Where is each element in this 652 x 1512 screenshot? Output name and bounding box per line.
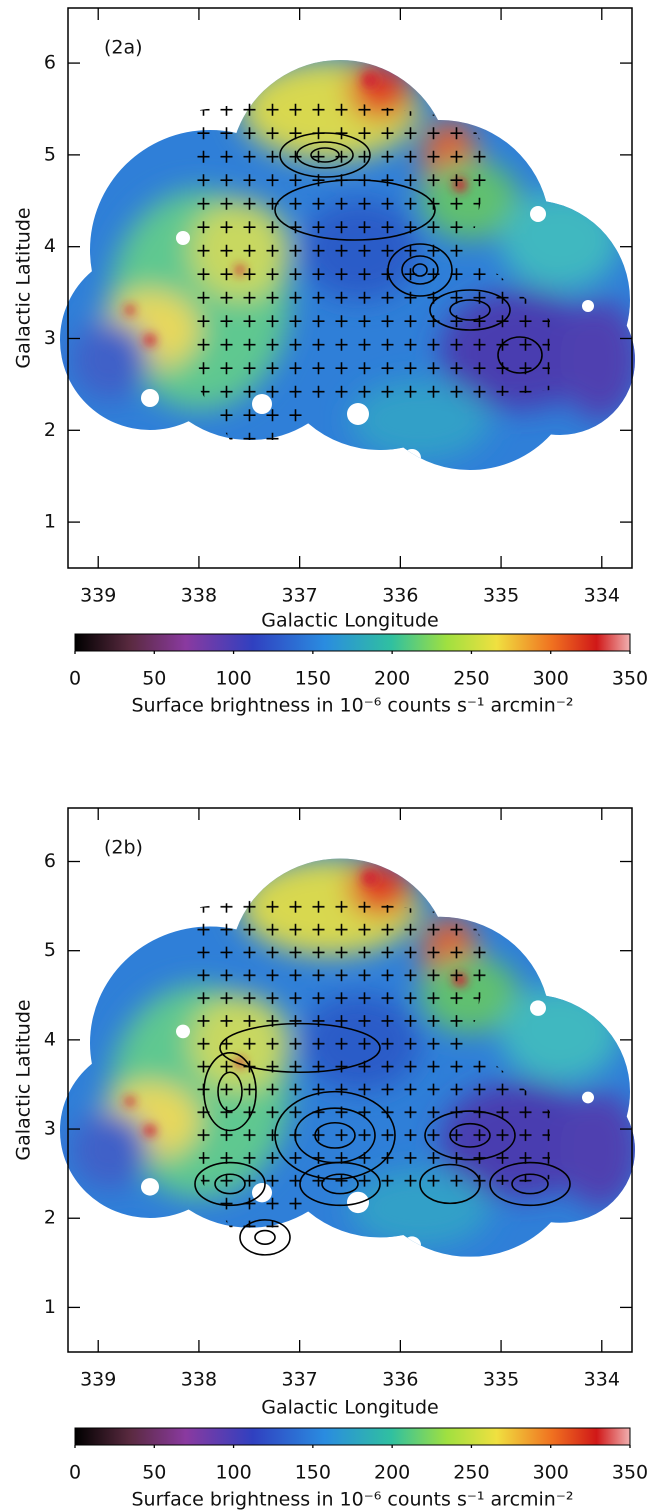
map-image [40,50,640,490]
x-tick-label: 338 [181,585,217,607]
colorbar-tick-label: 200 [374,1462,410,1484]
panel-label: (2a) [104,37,143,59]
contour [296,141,354,169]
y-tick-label: 2 [44,419,56,441]
contour [412,263,428,277]
x-tick-label: 339 [80,585,116,607]
contour [214,1173,246,1195]
x-axis-label: Galactic Longitude [261,1397,438,1419]
x-tick-label: 339 [80,1369,116,1391]
y-tick-label: 4 [44,235,56,257]
colorbar-tick-label: 300 [533,1462,569,1484]
contour [424,1110,516,1161]
y-tick-label: 6 [44,850,56,872]
colorbar-tick-label: 50 [142,1462,166,1484]
x-tick-label: 334 [584,1369,620,1391]
y-tick-label: 5 [44,143,56,165]
sky-map [40,849,640,1276]
colorbar-label: Surface brightness in 10⁻⁶ counts s⁻¹ ar… [131,1489,573,1511]
panel: 339 338 337 336 335 334 1 2 3 4 5 6 (2a) Galactic Lon… [13,7,648,717]
y-tick-label: 3 [44,1118,56,1140]
y-tick-label: 6 [44,52,56,74]
contour [310,147,340,163]
colorbar [74,633,631,652]
y-axis-label: Galactic Latitude [13,999,35,1160]
colorbar-tick-label: 150 [295,1462,331,1484]
colorbar-tick-label: 50 [142,668,166,690]
colorbar [74,1427,631,1446]
contour [449,1122,491,1148]
contour [274,1090,396,1180]
colorbar-tick-label: 200 [374,668,410,690]
colorbar-tick-label: 350 [612,1462,648,1484]
contour [279,132,371,178]
panel: 339 338 337 336 335 334 1 2 3 4 5 6 (2b) Galactic Lon… [13,807,648,1511]
y-tick-label: 3 [44,327,56,349]
y-axis-label: Galactic Latitude [13,207,35,368]
colorbar-tick-label: 0 [69,1462,81,1484]
colorbar-tick-label: 350 [612,668,648,690]
panels: 339 338 337 336 335 334 1 2 3 4 5 6 (2a) Galactic Lon… [13,7,648,1511]
sky-map [40,50,640,490]
y-tick-label: 1 [44,511,56,533]
colorbar-tick-label: 250 [453,1462,489,1484]
y-tick-label: 4 [44,1028,56,1050]
contour [254,1229,276,1245]
colorbar-tick-label: 0 [69,668,81,690]
contour [217,1071,243,1112]
x-tick-label: 337 [282,585,318,607]
colorbar-tick-label: 100 [215,1462,251,1484]
y-tick-label: 1 [44,1296,56,1318]
contour [314,1121,356,1149]
contour [489,1161,571,1207]
colorbar-label: Surface brightness in 10⁻⁶ counts s⁻¹ ar… [131,695,573,717]
contour [497,336,543,374]
colorbar-tick-label: 250 [453,668,489,690]
x-tick-label: 334 [584,585,620,607]
x-tick-label: 336 [382,585,418,607]
panel-label: (2b) [104,837,143,859]
contour [401,255,439,285]
colorbar-tick-label: 100 [215,668,251,690]
contour [449,299,491,321]
x-tick-label: 338 [181,1369,217,1391]
contour [419,1163,481,1205]
map-image [40,849,640,1276]
plot-frame [67,807,633,1353]
contour [194,1161,266,1207]
plot-frame [67,7,633,569]
y-tick-label: 2 [44,1207,56,1229]
y-tick-label: 5 [44,939,56,961]
contour [239,1219,291,1256]
contour [299,1161,381,1207]
x-tick-label: 336 [382,1369,418,1391]
contour [321,1173,359,1195]
contour [274,179,436,241]
contour [387,243,453,297]
x-tick-label: 335 [483,1369,519,1391]
contour [203,1052,257,1132]
contour [429,289,511,331]
colorbar-tick-label: 300 [533,668,569,690]
contour [511,1173,549,1195]
x-tick-label: 335 [483,585,519,607]
x-axis-label: Galactic Longitude [261,610,438,632]
colorbar-tick-label: 150 [295,668,331,690]
contour [219,1022,381,1074]
x-tick-label: 337 [282,1369,318,1391]
